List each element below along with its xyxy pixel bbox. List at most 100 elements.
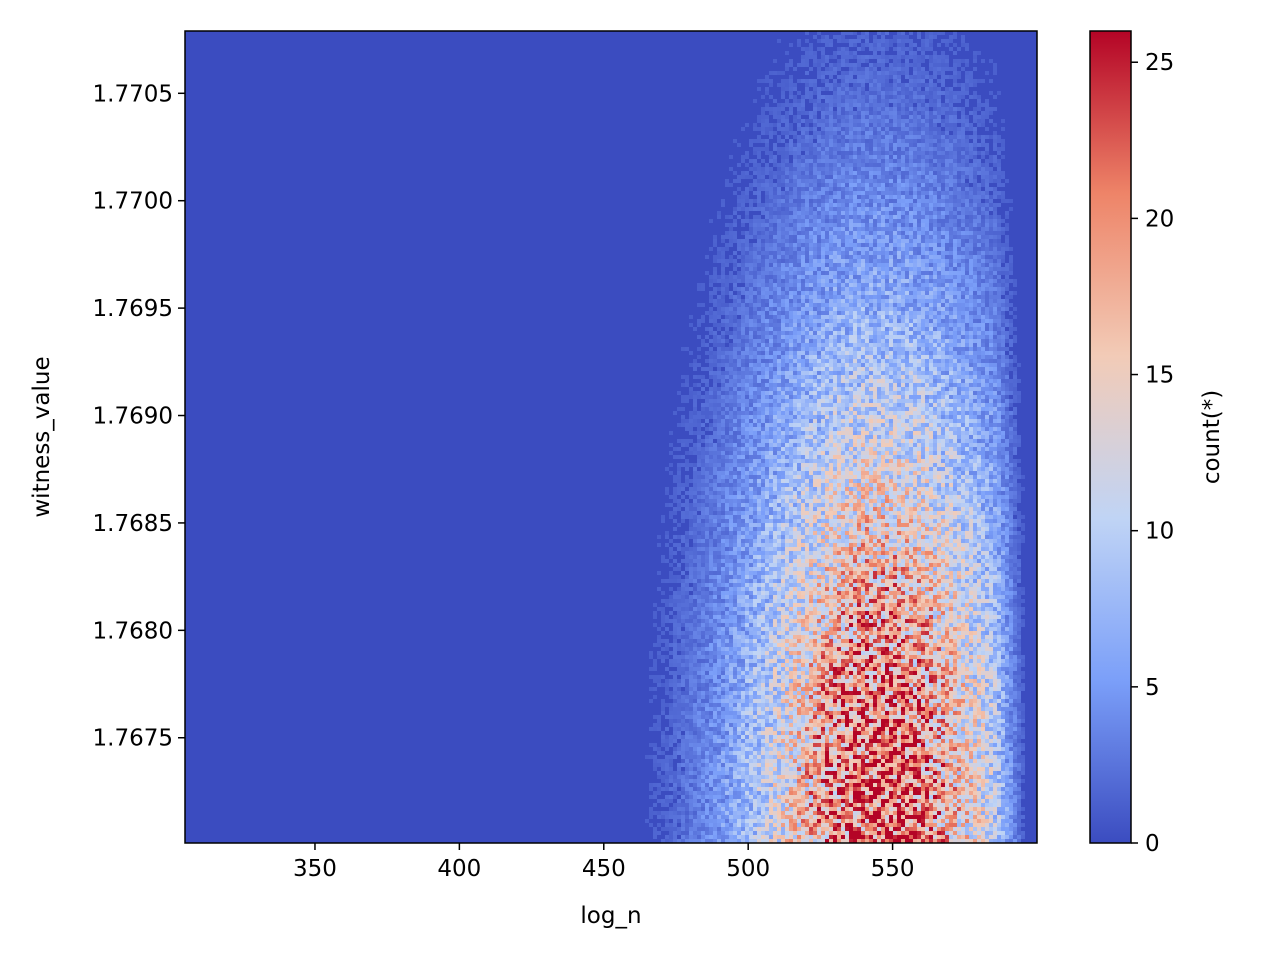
heatmap-cell <box>709 363 713 367</box>
heatmap-cell <box>801 291 805 295</box>
heatmap-cell <box>925 275 929 279</box>
heatmap-cell <box>873 315 877 319</box>
heatmap-cell <box>801 231 805 235</box>
heatmap-cell <box>933 135 937 139</box>
heatmap-cell <box>765 263 769 267</box>
heatmap-cell <box>785 147 789 151</box>
heatmap-cell <box>797 291 801 295</box>
heatmap-cell <box>769 331 773 335</box>
heatmap-cell <box>789 83 793 87</box>
heatmap-cell <box>957 303 961 307</box>
heatmap-cell <box>969 155 973 159</box>
heatmap-cell <box>817 279 821 283</box>
heatmap-cell <box>761 183 765 187</box>
heatmap-cell <box>861 195 865 199</box>
heatmap-cell <box>909 275 913 279</box>
heatmap-cell <box>901 83 905 87</box>
heatmap-cell <box>897 231 901 235</box>
heatmap-cell <box>909 319 913 323</box>
heatmap-cell <box>845 111 849 115</box>
heatmap-cell <box>917 251 921 255</box>
heatmap-cell <box>853 187 857 191</box>
heatmap-cell <box>813 107 817 111</box>
heatmap-cell <box>857 335 861 339</box>
heatmap-cell <box>833 67 837 71</box>
heatmap-cell <box>945 131 949 135</box>
heatmap-cell <box>765 331 769 335</box>
heatmap-cell <box>773 295 777 299</box>
heatmap-cell <box>809 95 813 99</box>
heatmap-cell <box>997 283 1001 287</box>
heatmap-cell <box>725 355 729 359</box>
heatmap-cell <box>781 127 785 131</box>
heatmap-cell <box>861 315 865 319</box>
heatmap-cell <box>857 191 861 195</box>
heatmap-cell <box>817 347 821 351</box>
heatmap-cell <box>933 311 937 315</box>
heatmap-cell <box>745 271 749 275</box>
heatmap-cell <box>905 99 909 103</box>
heatmap-cell <box>857 83 861 87</box>
heatmap-cell <box>901 155 905 159</box>
heatmap-cell <box>789 167 793 171</box>
heatmap-cell <box>877 171 881 175</box>
heatmap-cell <box>997 311 1001 315</box>
heatmap-cell <box>905 307 909 311</box>
heatmap-cell <box>821 271 825 275</box>
heatmap-cell <box>921 271 925 275</box>
heatmap-cell <box>965 79 969 83</box>
heatmap-cell <box>913 139 917 143</box>
heatmap-cell <box>885 67 889 71</box>
heatmap-cell <box>861 235 865 239</box>
heatmap-cell <box>833 283 837 287</box>
heatmap-cell <box>865 35 869 39</box>
heatmap-cell <box>841 107 845 111</box>
heatmap-cell <box>961 91 965 95</box>
heatmap-cell <box>793 307 797 311</box>
heatmap-cell <box>781 131 785 135</box>
heatmap-cell <box>945 311 949 315</box>
heatmap-cell <box>769 299 773 303</box>
heatmap-cell <box>825 243 829 247</box>
heatmap-cell <box>929 275 933 279</box>
heatmap-cell <box>753 147 757 151</box>
heatmap-cell <box>805 127 809 131</box>
heatmap-cell <box>797 39 801 43</box>
heatmap-cell <box>761 115 765 119</box>
heatmap-cell <box>957 195 961 199</box>
heatmap-cell <box>957 183 961 187</box>
heatmap-cell <box>953 359 957 363</box>
heatmap-cell <box>929 223 933 227</box>
heatmap-cell <box>941 175 945 179</box>
heatmap-cell <box>909 351 913 355</box>
heatmap-cell <box>825 131 829 135</box>
heatmap-cell <box>733 359 737 363</box>
heatmap-cell <box>989 327 993 331</box>
heatmap-cell <box>929 299 933 303</box>
heatmap-cell <box>765 223 769 227</box>
heatmap-cell <box>837 187 841 191</box>
heatmap-cell <box>917 275 921 279</box>
heatmap-cell <box>829 119 833 123</box>
heatmap-cell <box>989 335 993 339</box>
heatmap-cell <box>853 115 857 119</box>
heatmap-cell <box>833 335 837 339</box>
heatmap-cell <box>853 359 857 363</box>
heatmap-cell <box>977 335 981 339</box>
heatmap-cell <box>877 211 881 215</box>
heatmap-cell <box>949 167 953 171</box>
heatmap-cell <box>789 199 793 203</box>
heatmap-cell <box>733 339 737 343</box>
heatmap-cell <box>809 183 813 187</box>
heatmap-cell <box>929 123 933 127</box>
heatmap-cell <box>805 231 809 235</box>
heatmap-cell <box>989 171 993 175</box>
heatmap-cell <box>877 119 881 123</box>
heatmap-cell <box>917 71 921 75</box>
heatmap-cell <box>825 283 829 287</box>
heatmap-cell <box>905 179 909 183</box>
heatmap-cell <box>729 279 733 283</box>
heatmap-cell <box>889 291 893 295</box>
heatmap-cell <box>853 311 857 315</box>
heatmap-cell <box>729 239 733 243</box>
